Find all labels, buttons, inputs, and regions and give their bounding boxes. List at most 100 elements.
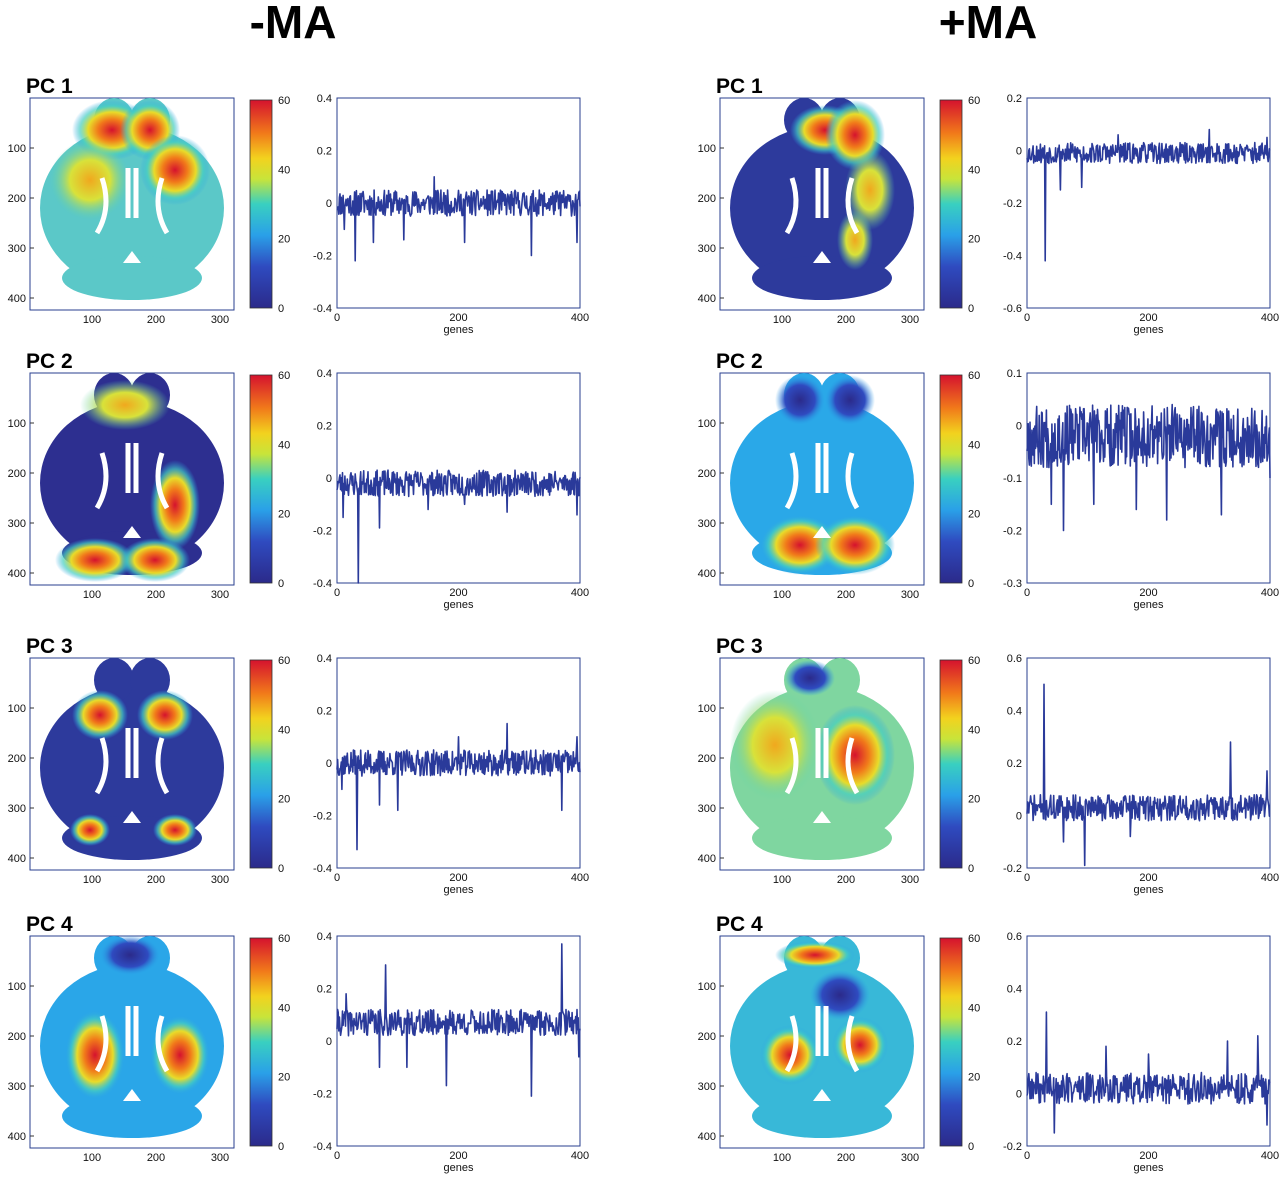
brain-map-frame — [29, 657, 235, 871]
heat-spot — [845, 150, 895, 230]
pc-label: PC 4 — [26, 913, 73, 936]
cerebellum — [752, 816, 892, 860]
map-ytick-label: 100 — [8, 143, 26, 155]
brain-map-image — [40, 935, 224, 1138]
map-xtick-label: 300 — [901, 874, 919, 886]
map-ytick-label: 300 — [8, 518, 26, 530]
map-ytick-label: 400 — [698, 293, 716, 305]
ventricle-marks — [784, 1006, 860, 1073]
map-xtick-label: 200 — [837, 1152, 855, 1164]
map-ytick-label: 100 — [8, 981, 26, 993]
plot-xlabel: genes — [1134, 324, 1164, 336]
ventricle-marks — [94, 443, 170, 510]
map-ytick-label: 300 — [698, 1081, 716, 1093]
map-ytick-label: 400 — [698, 853, 716, 865]
map-ytick-label: 100 — [698, 981, 716, 993]
ventricle-marks — [94, 1006, 170, 1073]
heat-spot — [832, 1017, 888, 1073]
ventricle-marks — [784, 728, 860, 795]
colorbar-tick-label: 20 — [968, 1072, 980, 1084]
colorbar-tick-label: 0 — [278, 578, 284, 590]
gene-loading-trace — [336, 176, 581, 262]
gene-loading-trace — [1026, 683, 1271, 867]
plot-ytick-label: -0.6 — [1003, 303, 1022, 315]
plot-ytick-label: -0.4 — [313, 863, 332, 875]
brain-map-frame — [719, 372, 925, 586]
plot-ytick-label: 0 — [326, 198, 332, 210]
colorbar-tick-label: 60 — [968, 655, 980, 667]
map-ytick-label: 200 — [698, 468, 716, 480]
map-ytick-label: 200 — [698, 1031, 716, 1043]
plot-ytick-label: -0.2 — [1003, 198, 1022, 210]
colorbar-tick-label: 20 — [278, 509, 290, 521]
colorbar-tick-label: 0 — [968, 1141, 974, 1153]
map-xtick-label: 300 — [901, 314, 919, 326]
plot-ytick-label: 0.2 — [317, 146, 332, 158]
plot-xtick-label: 200 — [449, 872, 467, 884]
brain-map-frame — [719, 657, 925, 871]
colorbar-tick-label: 40 — [278, 439, 290, 451]
colorbar-tick-label: 20 — [278, 794, 290, 806]
map-ytick-label: 300 — [8, 243, 26, 255]
colorbar-tick-label: 0 — [968, 578, 974, 590]
cerebellum — [62, 1094, 202, 1138]
plot-xlabel: genes — [444, 599, 474, 611]
brain-map-image — [40, 373, 224, 582]
heat-spot — [825, 375, 875, 425]
map-ytick-label: 300 — [698, 243, 716, 255]
gene-loading-trace — [1026, 403, 1271, 532]
map-ytick-label: 200 — [8, 468, 26, 480]
cerebellum — [752, 1094, 892, 1138]
map-xtick-label: 200 — [147, 874, 165, 886]
map-xtick-label: 100 — [773, 874, 791, 886]
pc-label: PC 4 — [716, 913, 763, 936]
heat-spot — [775, 941, 855, 969]
ventricle-marks — [784, 443, 860, 510]
map-xtick-label: 200 — [837, 589, 855, 601]
plot-ytick-label: 0.2 — [1007, 1036, 1022, 1048]
plot-ytick-label: 0.2 — [1007, 93, 1022, 105]
heat-spot — [72, 690, 128, 740]
colorbar-tick-label: 20 — [968, 234, 980, 246]
plot-xtick-label: 0 — [1024, 312, 1030, 324]
colorbar — [249, 99, 273, 309]
colorbar — [939, 659, 963, 869]
plot-ytick-label: 0.4 — [317, 93, 332, 105]
plot-xtick-label: 0 — [334, 872, 340, 884]
pc-label: PC 2 — [26, 350, 73, 373]
ventricle-triangle — [813, 811, 831, 823]
plot-xtick-label: 400 — [1261, 872, 1279, 884]
pc-label: PC 1 — [716, 75, 763, 98]
map-ytick-label: 300 — [8, 1081, 26, 1093]
colorbar-tick-label: 40 — [968, 1002, 980, 1014]
plot-ytick-label: -0.2 — [313, 1089, 332, 1101]
map-ytick-label: 200 — [8, 193, 26, 205]
map-ytick-label: 100 — [8, 418, 26, 430]
ventricle-triangle — [813, 1089, 831, 1101]
ventricle-marks — [784, 168, 860, 235]
plot-ytick-label: 0.2 — [317, 421, 332, 433]
brain-map-image — [40, 98, 224, 300]
heat-spot — [760, 1025, 820, 1085]
plot-ytick-label: 0.4 — [317, 653, 332, 665]
plot-ytick-label: 0 — [1016, 1089, 1022, 1101]
plot-ytick-label: 0.1 — [1007, 368, 1022, 380]
colorbar — [249, 937, 273, 1147]
plot-ytick-label: 0 — [326, 1036, 332, 1048]
brain-map-image — [730, 98, 914, 300]
map-xtick-label: 100 — [83, 589, 101, 601]
map-xtick-label: 200 — [837, 874, 855, 886]
plot-xtick-label: 200 — [1139, 872, 1157, 884]
brain-map-image — [730, 936, 914, 1138]
plot-xlabel: genes — [444, 884, 474, 896]
plot-xtick-label: 0 — [1024, 587, 1030, 599]
map-xtick-label: 100 — [773, 589, 791, 601]
plot-xtick-label: 200 — [449, 587, 467, 599]
colorbar-tick-label: 20 — [968, 794, 980, 806]
ventricle-marks — [94, 728, 170, 795]
plot-ytick-label: 0.4 — [1007, 706, 1022, 718]
